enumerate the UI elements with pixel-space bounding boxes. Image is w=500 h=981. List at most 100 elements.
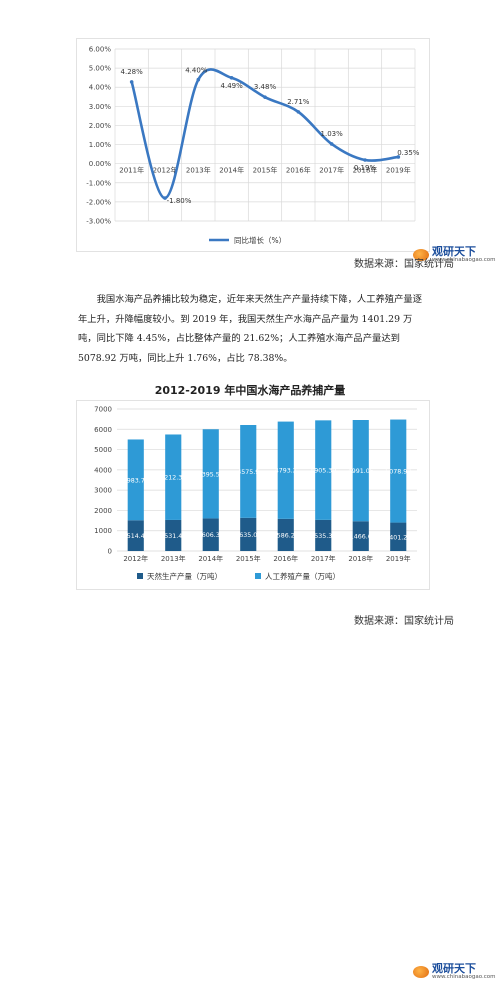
data-point bbox=[329, 142, 334, 146]
y-tick-label: 4000 bbox=[94, 466, 112, 474]
bar-natural bbox=[315, 519, 332, 551]
logo-main-text: 观研天下 bbox=[432, 245, 476, 258]
y-tick-label: 6.00% bbox=[89, 46, 112, 54]
logo-main-text: 观研天下 bbox=[432, 962, 476, 975]
x-tick-label: 2017年 bbox=[319, 166, 344, 175]
y-tick-label: 2000 bbox=[94, 507, 112, 515]
data-label: 1635.07 bbox=[235, 532, 261, 539]
y-tick-label: -1.00% bbox=[86, 179, 111, 187]
bar-farmed bbox=[202, 429, 219, 519]
y-tick-label: 6000 bbox=[94, 426, 112, 434]
bar-farmed bbox=[127, 439, 144, 521]
chinabaogao-logo: 观研天下 www.chinabaogao.com bbox=[413, 963, 495, 981]
y-tick-label: 0 bbox=[108, 548, 112, 556]
x-tick-label: 2011年 bbox=[119, 166, 144, 175]
data-label: 4991.06 bbox=[348, 468, 374, 475]
y-tick-label: 0.00% bbox=[89, 160, 112, 168]
data-label: 0.35% bbox=[397, 149, 420, 157]
bar-farmed bbox=[352, 420, 369, 522]
data-point bbox=[363, 158, 367, 162]
body-paragraph: 我国水海产品养捕比较为稳定，近年来天然生产产量持续下降，人工养殖产量逐年上升，升… bbox=[78, 290, 430, 368]
y-tick-label: 1.00% bbox=[89, 141, 112, 149]
bar-natural bbox=[277, 518, 294, 551]
x-tick-label: 2015年 bbox=[236, 554, 261, 563]
data-label: 5078.92 bbox=[385, 469, 411, 476]
data-label: -1.80% bbox=[167, 197, 192, 205]
x-tick-label: 2012年 bbox=[123, 554, 148, 563]
data-label: 4212.34 bbox=[160, 475, 186, 482]
bar-farmed bbox=[390, 419, 407, 523]
y-tick-label: 5.00% bbox=[89, 65, 112, 73]
data-point bbox=[396, 155, 401, 159]
bar-farmed bbox=[315, 420, 332, 520]
data-label: 1466.6 bbox=[350, 534, 372, 541]
data-label: 4395.57 bbox=[198, 471, 224, 478]
data-label: 1606.34 bbox=[198, 532, 224, 539]
x-tick-label: 2013年 bbox=[161, 554, 186, 563]
x-tick-label: 2012年 bbox=[153, 166, 178, 175]
x-tick-label: 2014年 bbox=[219, 166, 244, 175]
x-tick-label: 2017年 bbox=[311, 554, 336, 563]
data-label: 2.71% bbox=[287, 98, 310, 106]
bar-natural bbox=[202, 518, 219, 551]
y-tick-label: -3.00% bbox=[86, 218, 111, 226]
x-tick-label: 2014年 bbox=[198, 554, 223, 563]
legend-swatch bbox=[255, 573, 261, 579]
data-label: 1586.28 bbox=[273, 532, 299, 539]
x-tick-label: 2016年 bbox=[286, 166, 311, 175]
output-stacked-bar-chart: 0 1000 2000 3000 4000 5000 6000 7000 1514.43 3983… bbox=[76, 400, 495, 980]
bar-natural bbox=[352, 521, 369, 551]
legend-label: 人工养殖产量（万吨） bbox=[265, 571, 340, 581]
logo-globe-icon bbox=[413, 965, 429, 978]
bar-farmed bbox=[165, 434, 182, 520]
data-label: 1401.29 bbox=[385, 534, 411, 541]
y-tick-label: 3.00% bbox=[89, 103, 112, 111]
data-label: 1.03% bbox=[321, 130, 344, 138]
data-label: 4.28% bbox=[121, 68, 144, 76]
logo-url-text: www.chinabaogao.com bbox=[432, 974, 496, 980]
data-point bbox=[196, 77, 201, 82]
logo-url-text: www.chinabaogao.com bbox=[432, 257, 496, 263]
x-tick-label: 2016年 bbox=[273, 554, 298, 563]
data-label: 4905.39 bbox=[310, 468, 336, 475]
y-tick-label: 5000 bbox=[94, 446, 112, 454]
y-tick-label: 3000 bbox=[94, 487, 112, 495]
bar-natural bbox=[240, 517, 257, 551]
data-label: 0.19% bbox=[354, 164, 377, 172]
growth-line-chart-svg: -3.00% -2.00% -1.00% 0.00% 1.00% 2.00% 3.00% 4.… bbox=[86, 46, 420, 246]
legend-label: 同比增长（%） bbox=[234, 235, 286, 245]
y-tick-label: 2.00% bbox=[89, 122, 112, 130]
data-label: 4.49% bbox=[221, 82, 244, 90]
data-label: 1514.43 bbox=[123, 533, 149, 540]
bar-farmed bbox=[240, 425, 257, 518]
y-tick-label: -2.00% bbox=[86, 198, 111, 206]
chart-title: 2012-2019 年中国水海产品养捕产量 bbox=[154, 384, 346, 397]
data-point bbox=[263, 95, 267, 99]
x-tick-label: 2018年 bbox=[348, 554, 373, 563]
legend-label: 天然生产产量（万吨） bbox=[147, 571, 222, 581]
data-point bbox=[129, 80, 134, 84]
y-tick-label: 4.00% bbox=[89, 84, 112, 92]
bar-natural bbox=[165, 519, 182, 551]
x-tick-label: 2015年 bbox=[253, 166, 278, 175]
y-tick-label: 1000 bbox=[94, 527, 112, 535]
paragraph-text: 我国水海产品养捕比较为稳定，近年来天然生产产量持续下降，人工养殖产量逐年上升，升… bbox=[78, 294, 422, 364]
data-point bbox=[163, 196, 167, 200]
logo-globe-icon bbox=[413, 248, 429, 261]
output-stacked-bar-chart-svg: 0 1000 2000 3000 4000 5000 6000 7000 1514.43 3983… bbox=[94, 406, 417, 581]
chinabaogao-logo: 观研天下 www.chinabaogao.com bbox=[413, 246, 495, 264]
x-tick-label: 2019年 bbox=[386, 554, 411, 563]
data-source-note: 数据来源：国家统计局 bbox=[354, 616, 454, 627]
x-tick-label: 2019年 bbox=[386, 166, 411, 175]
data-source-note: 数据来源：国家统计局 bbox=[354, 259, 454, 270]
x-tick-label: 2013年 bbox=[186, 166, 211, 175]
bar-farmed bbox=[277, 421, 294, 519]
data-point bbox=[296, 110, 301, 114]
data-point bbox=[229, 76, 234, 80]
bar-natural bbox=[127, 520, 144, 551]
legend-swatch bbox=[137, 573, 143, 579]
x-tick-label: 2018年 bbox=[353, 166, 378, 175]
data-label: 1535.34 bbox=[310, 533, 336, 540]
growth-line-chart: -3.00% -2.00% -1.00% 0.00% 1.00% 2.00% 3.00% 4.… bbox=[76, 38, 495, 263]
data-label: 1531.47 bbox=[160, 533, 186, 540]
